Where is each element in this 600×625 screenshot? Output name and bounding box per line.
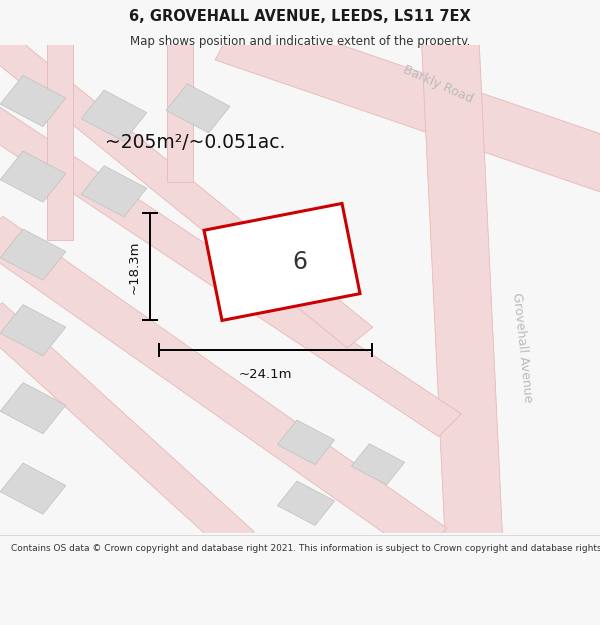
Polygon shape [0, 463, 66, 514]
Polygon shape [0, 229, 66, 280]
Polygon shape [204, 204, 360, 321]
Polygon shape [81, 166, 147, 217]
Text: 6: 6 [293, 250, 308, 274]
Text: Map shows position and indicative extent of the property.: Map shows position and indicative extent… [130, 35, 470, 48]
Text: Contains OS data © Crown copyright and database right 2021. This information is : Contains OS data © Crown copyright and d… [11, 544, 600, 552]
Text: 6, GROVEHALL AVENUE, LEEDS, LS11 7EX: 6, GROVEHALL AVENUE, LEEDS, LS11 7EX [129, 9, 471, 24]
Polygon shape [166, 84, 230, 133]
Polygon shape [167, 35, 193, 181]
Polygon shape [277, 420, 335, 464]
Polygon shape [0, 151, 66, 202]
Text: ~24.1m: ~24.1m [239, 368, 292, 381]
Polygon shape [215, 11, 600, 192]
Polygon shape [0, 76, 66, 127]
Polygon shape [0, 25, 373, 348]
Polygon shape [47, 35, 73, 240]
Polygon shape [421, 34, 503, 543]
Polygon shape [0, 304, 66, 356]
Polygon shape [277, 481, 335, 526]
Text: ~18.3m: ~18.3m [128, 240, 141, 294]
Text: Grovehall Avenue: Grovehall Avenue [510, 292, 534, 403]
Polygon shape [0, 382, 66, 434]
Polygon shape [0, 107, 461, 437]
Text: Barkly Road: Barkly Road [401, 62, 475, 105]
Polygon shape [81, 90, 147, 141]
Polygon shape [352, 444, 404, 485]
Polygon shape [0, 216, 447, 556]
Polygon shape [0, 302, 254, 552]
Text: ~205m²/~0.051ac.: ~205m²/~0.051ac. [105, 133, 286, 152]
